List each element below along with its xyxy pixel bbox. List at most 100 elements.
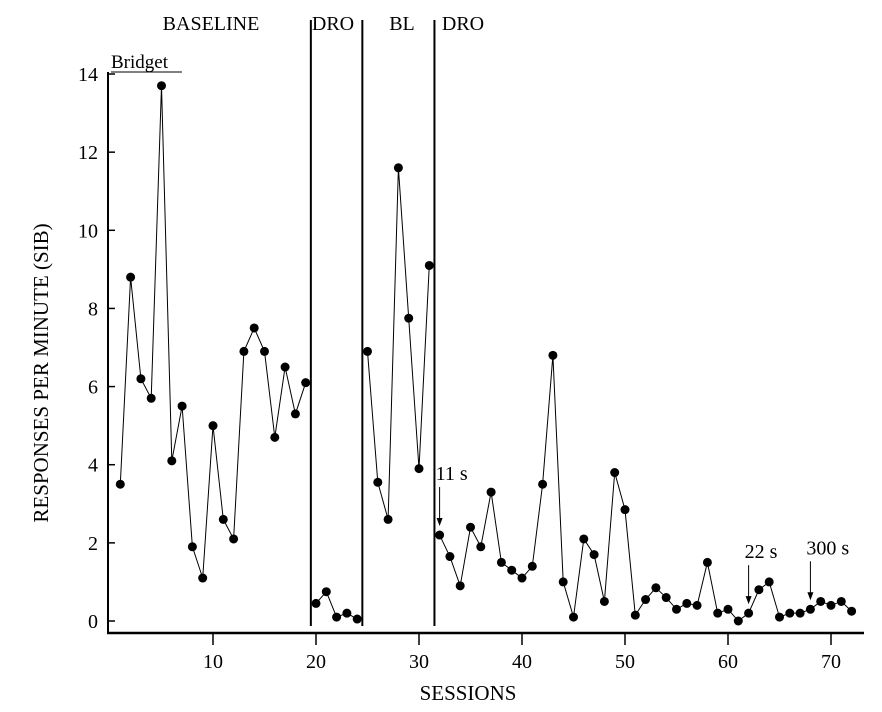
- y-axis-title: RESPONSES PER MINUTE (SIB): [29, 223, 53, 522]
- data-point: [507, 565, 517, 575]
- y-tick-label: 2: [88, 533, 98, 555]
- axes: 0 2 4 6 8 10 12 14 10 20 30 40 50 60 70: [78, 64, 864, 673]
- data-point: [836, 596, 846, 606]
- data-point: [692, 600, 702, 610]
- data-point: [826, 600, 836, 610]
- data-point: [517, 573, 527, 583]
- data-point: [754, 585, 764, 595]
- y-tick-label: 12: [78, 142, 98, 164]
- data-point: [177, 401, 187, 411]
- data-point: [260, 346, 269, 356]
- y-tick-label: 8: [88, 298, 98, 320]
- x-tick-label: 40: [512, 651, 532, 673]
- data-point: [610, 468, 620, 478]
- data-point: [548, 350, 558, 360]
- data-point: [702, 557, 712, 567]
- data-point: [527, 561, 537, 571]
- data-point: [816, 596, 826, 606]
- y-tick-label: 6: [88, 377, 98, 399]
- data-point: [558, 577, 568, 587]
- data-point: [435, 530, 445, 540]
- arrowhead-icon: [436, 518, 443, 527]
- data-point: [630, 610, 640, 620]
- x-axis-title: SESSIONS: [420, 681, 517, 705]
- x-tick-label: 70: [821, 651, 841, 673]
- data-point: [146, 393, 156, 403]
- data-point: [414, 464, 424, 474]
- data-point: [651, 583, 661, 593]
- x-tick-label: 10: [203, 651, 223, 673]
- data-point: [424, 260, 434, 270]
- x-tick-label: 20: [306, 651, 326, 673]
- data-point: [661, 593, 671, 603]
- phase-label: BASELINE: [163, 13, 260, 35]
- data-point: [785, 608, 795, 618]
- data-point: [249, 323, 259, 333]
- annotation-label: 22 s: [745, 541, 778, 563]
- y-tick-label: 14: [78, 64, 98, 86]
- data-point: [589, 550, 599, 560]
- data-point: [723, 604, 733, 614]
- data-point: [352, 614, 362, 624]
- data-point: [682, 598, 692, 608]
- data-point: [270, 432, 280, 442]
- x-tick-label: 30: [409, 651, 429, 673]
- participant-name: Bridget: [111, 52, 169, 73]
- annotation-label: 300 s: [806, 537, 849, 559]
- data-point: [486, 487, 496, 497]
- phase-lines: [309, 20, 436, 626]
- data-point: [466, 522, 475, 532]
- series-line: [439, 355, 852, 622]
- data-point: [579, 534, 589, 544]
- data-point: [455, 581, 465, 591]
- data-point: [373, 477, 383, 487]
- data-point: [136, 374, 146, 384]
- data-point: [383, 514, 393, 524]
- data-point: [229, 534, 239, 544]
- y-tick-label: 0: [88, 611, 98, 633]
- data-point: [301, 378, 311, 388]
- data-point: [393, 163, 403, 173]
- data-point: [569, 612, 578, 622]
- data-point: [795, 608, 805, 618]
- phase-label: DRO: [442, 13, 484, 35]
- arrowhead-icon: [807, 592, 814, 601]
- labels: BASELINE DRO BL DRO Bridget SESSIONS RESPONSES…: [29, 13, 849, 705]
- data-point: [599, 596, 609, 606]
- data-series: [115, 81, 857, 626]
- data-point: [538, 479, 548, 489]
- data-point: [115, 479, 125, 489]
- data-point: [198, 573, 208, 583]
- data-point: [775, 612, 784, 622]
- data-point: [733, 616, 743, 626]
- data-point: [805, 604, 815, 614]
- annotation-label: 11 s: [436, 463, 468, 485]
- y-tick-label: 4: [88, 455, 98, 477]
- data-point: [239, 346, 249, 356]
- data-point: [311, 598, 321, 608]
- data-point: [321, 587, 331, 597]
- data-point: [764, 577, 774, 587]
- data-point: [342, 608, 352, 618]
- data-point: [280, 362, 290, 372]
- data-point: [404, 313, 414, 323]
- data-point: [187, 542, 197, 552]
- data-point: [713, 608, 723, 618]
- data-point: [620, 505, 630, 515]
- data-point: [332, 612, 342, 622]
- data-point: [218, 514, 228, 524]
- x-tick-label: 60: [718, 651, 738, 673]
- data-point: [363, 346, 372, 356]
- data-point: [208, 421, 218, 431]
- data-point: [744, 608, 754, 618]
- data-point: [126, 272, 136, 282]
- phase-label: BL: [389, 13, 415, 35]
- data-point: [445, 552, 455, 562]
- data-point: [847, 606, 857, 616]
- data-point: [641, 595, 651, 605]
- data-point: [167, 456, 177, 466]
- phase-label: DRO: [312, 13, 354, 35]
- data-point: [290, 409, 300, 419]
- series-line: [119, 85, 307, 579]
